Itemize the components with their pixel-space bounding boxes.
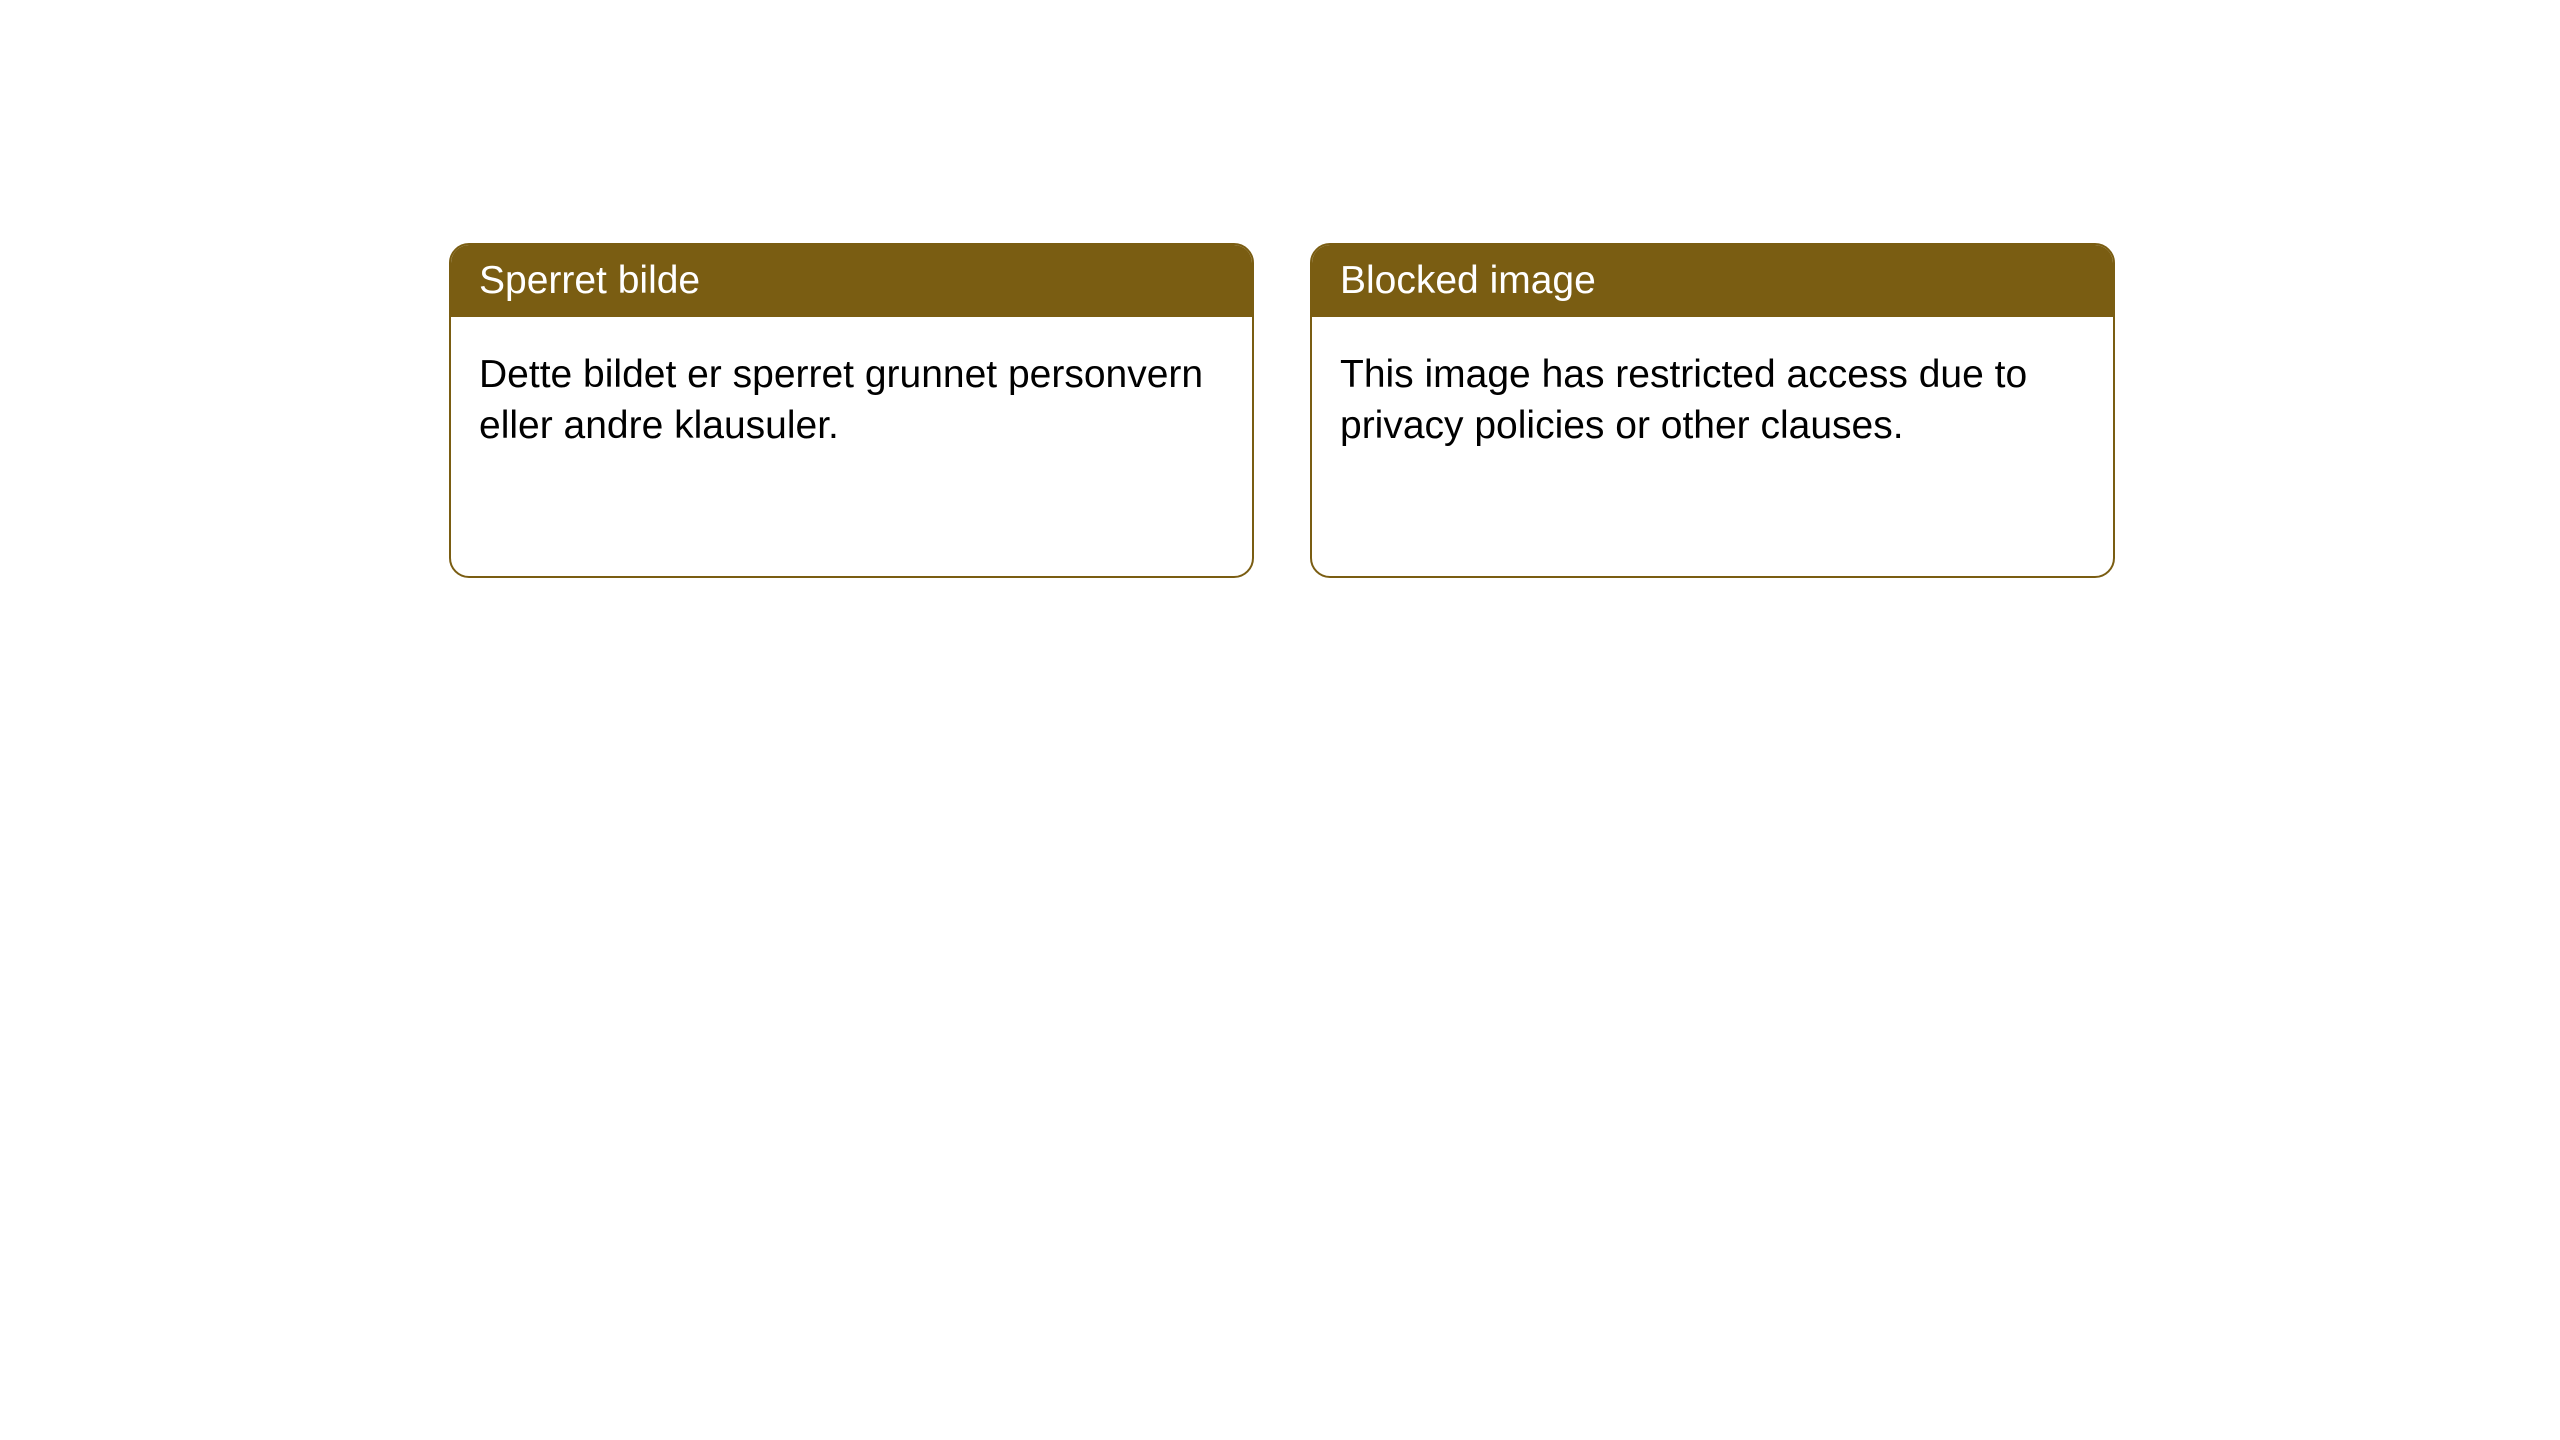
notice-card-body: Dette bildet er sperret grunnet personve… [451, 317, 1252, 484]
notice-card-title: Blocked image [1312, 245, 2113, 317]
notice-card-norwegian: Sperret bilde Dette bildet er sperret gr… [449, 243, 1254, 578]
notice-container: Sperret bilde Dette bildet er sperret gr… [0, 0, 2560, 578]
notice-card-english: Blocked image This image has restricted … [1310, 243, 2115, 578]
notice-card-body: This image has restricted access due to … [1312, 317, 2113, 484]
notice-card-title: Sperret bilde [451, 245, 1252, 317]
